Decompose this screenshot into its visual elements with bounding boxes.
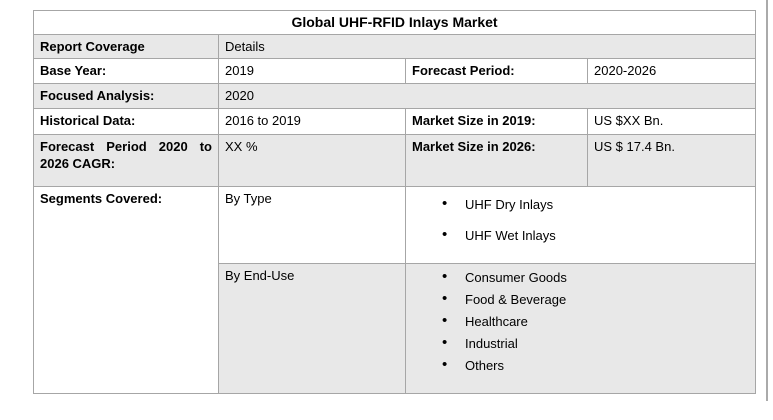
by-end-use-label: By End-Use	[218, 263, 406, 394]
forecast-period-value: 2020-2026	[586, 58, 757, 84]
report-coverage-label: Report Coverage	[33, 34, 219, 59]
historical-data-label: Historical Data:	[33, 108, 219, 135]
report-coverage-value: Details	[217, 34, 757, 59]
base-year-label: Base Year:	[33, 58, 219, 84]
base-year-value: 2019	[218, 58, 406, 84]
list-item: UHF Wet Inlays	[440, 226, 749, 244]
market-size-2019-value: US $XX Bn.	[586, 108, 757, 135]
title-row: Global UHF-RFID Inlays Market	[32, 10, 757, 35]
market-size-2019-label: Market Size in 2019:	[405, 108, 588, 135]
market-size-2026-value: US $ 17.4 Bn.	[586, 134, 757, 187]
historical-data-value: 2016 to 2019	[218, 108, 406, 135]
segments-by-type-row: Segments Covered: By Type UHF Dry Inlays…	[33, 186, 757, 394]
focused-analysis-row: Focused Analysis: 2020	[33, 83, 757, 109]
focused-analysis-label: Focused Analysis:	[33, 83, 219, 109]
cagr-value: XX %	[218, 134, 406, 187]
segments-covered-label: Segments Covered:	[33, 186, 219, 394]
focused-analysis-value: 2020	[217, 83, 757, 109]
table-title: Global UHF-RFID Inlays Market	[32, 10, 757, 35]
by-end-use-items-cell: Consumer Goods Food & Beverage Healthcar…	[404, 263, 757, 394]
forecast-period-label: Forecast Period:	[405, 58, 588, 84]
list-item: Consumer Goods	[440, 268, 749, 286]
list-item: Others	[440, 356, 749, 374]
page-edge-line	[766, 0, 768, 401]
by-type-items-cell: UHF Dry Inlays UHF Wet Inlays	[404, 186, 757, 264]
list-item: UHF Dry Inlays	[440, 195, 749, 213]
by-type-bullet-list: UHF Dry Inlays UHF Wet Inlays	[412, 190, 749, 244]
by-type-label: By Type	[218, 186, 406, 264]
list-item: Food & Beverage	[440, 290, 749, 308]
base-year-row: Base Year: 2019 Forecast Period: 2020-20…	[33, 58, 757, 84]
list-item: Industrial	[440, 334, 749, 352]
by-end-use-bullet-list: Consumer Goods Food & Beverage Healthcar…	[412, 267, 749, 374]
list-item: Healthcare	[440, 312, 749, 330]
market-size-2026-label: Market Size in 2026:	[405, 134, 588, 187]
cagr-label: Forecast Period 2020 to 2026 CAGR:	[33, 134, 219, 187]
market-report-table: Global UHF-RFID Inlays Market Report Cov…	[32, 10, 757, 394]
historical-data-row: Historical Data: 2016 to 2019 Market Siz…	[33, 108, 757, 135]
report-coverage-row: Report Coverage Details	[33, 34, 757, 59]
cagr-row: Forecast Period 2020 to 2026 CAGR: XX % …	[33, 134, 757, 187]
segments-by-end-use-row: By End-Use Consumer Goods Food & Beverag…	[34, 263, 757, 394]
